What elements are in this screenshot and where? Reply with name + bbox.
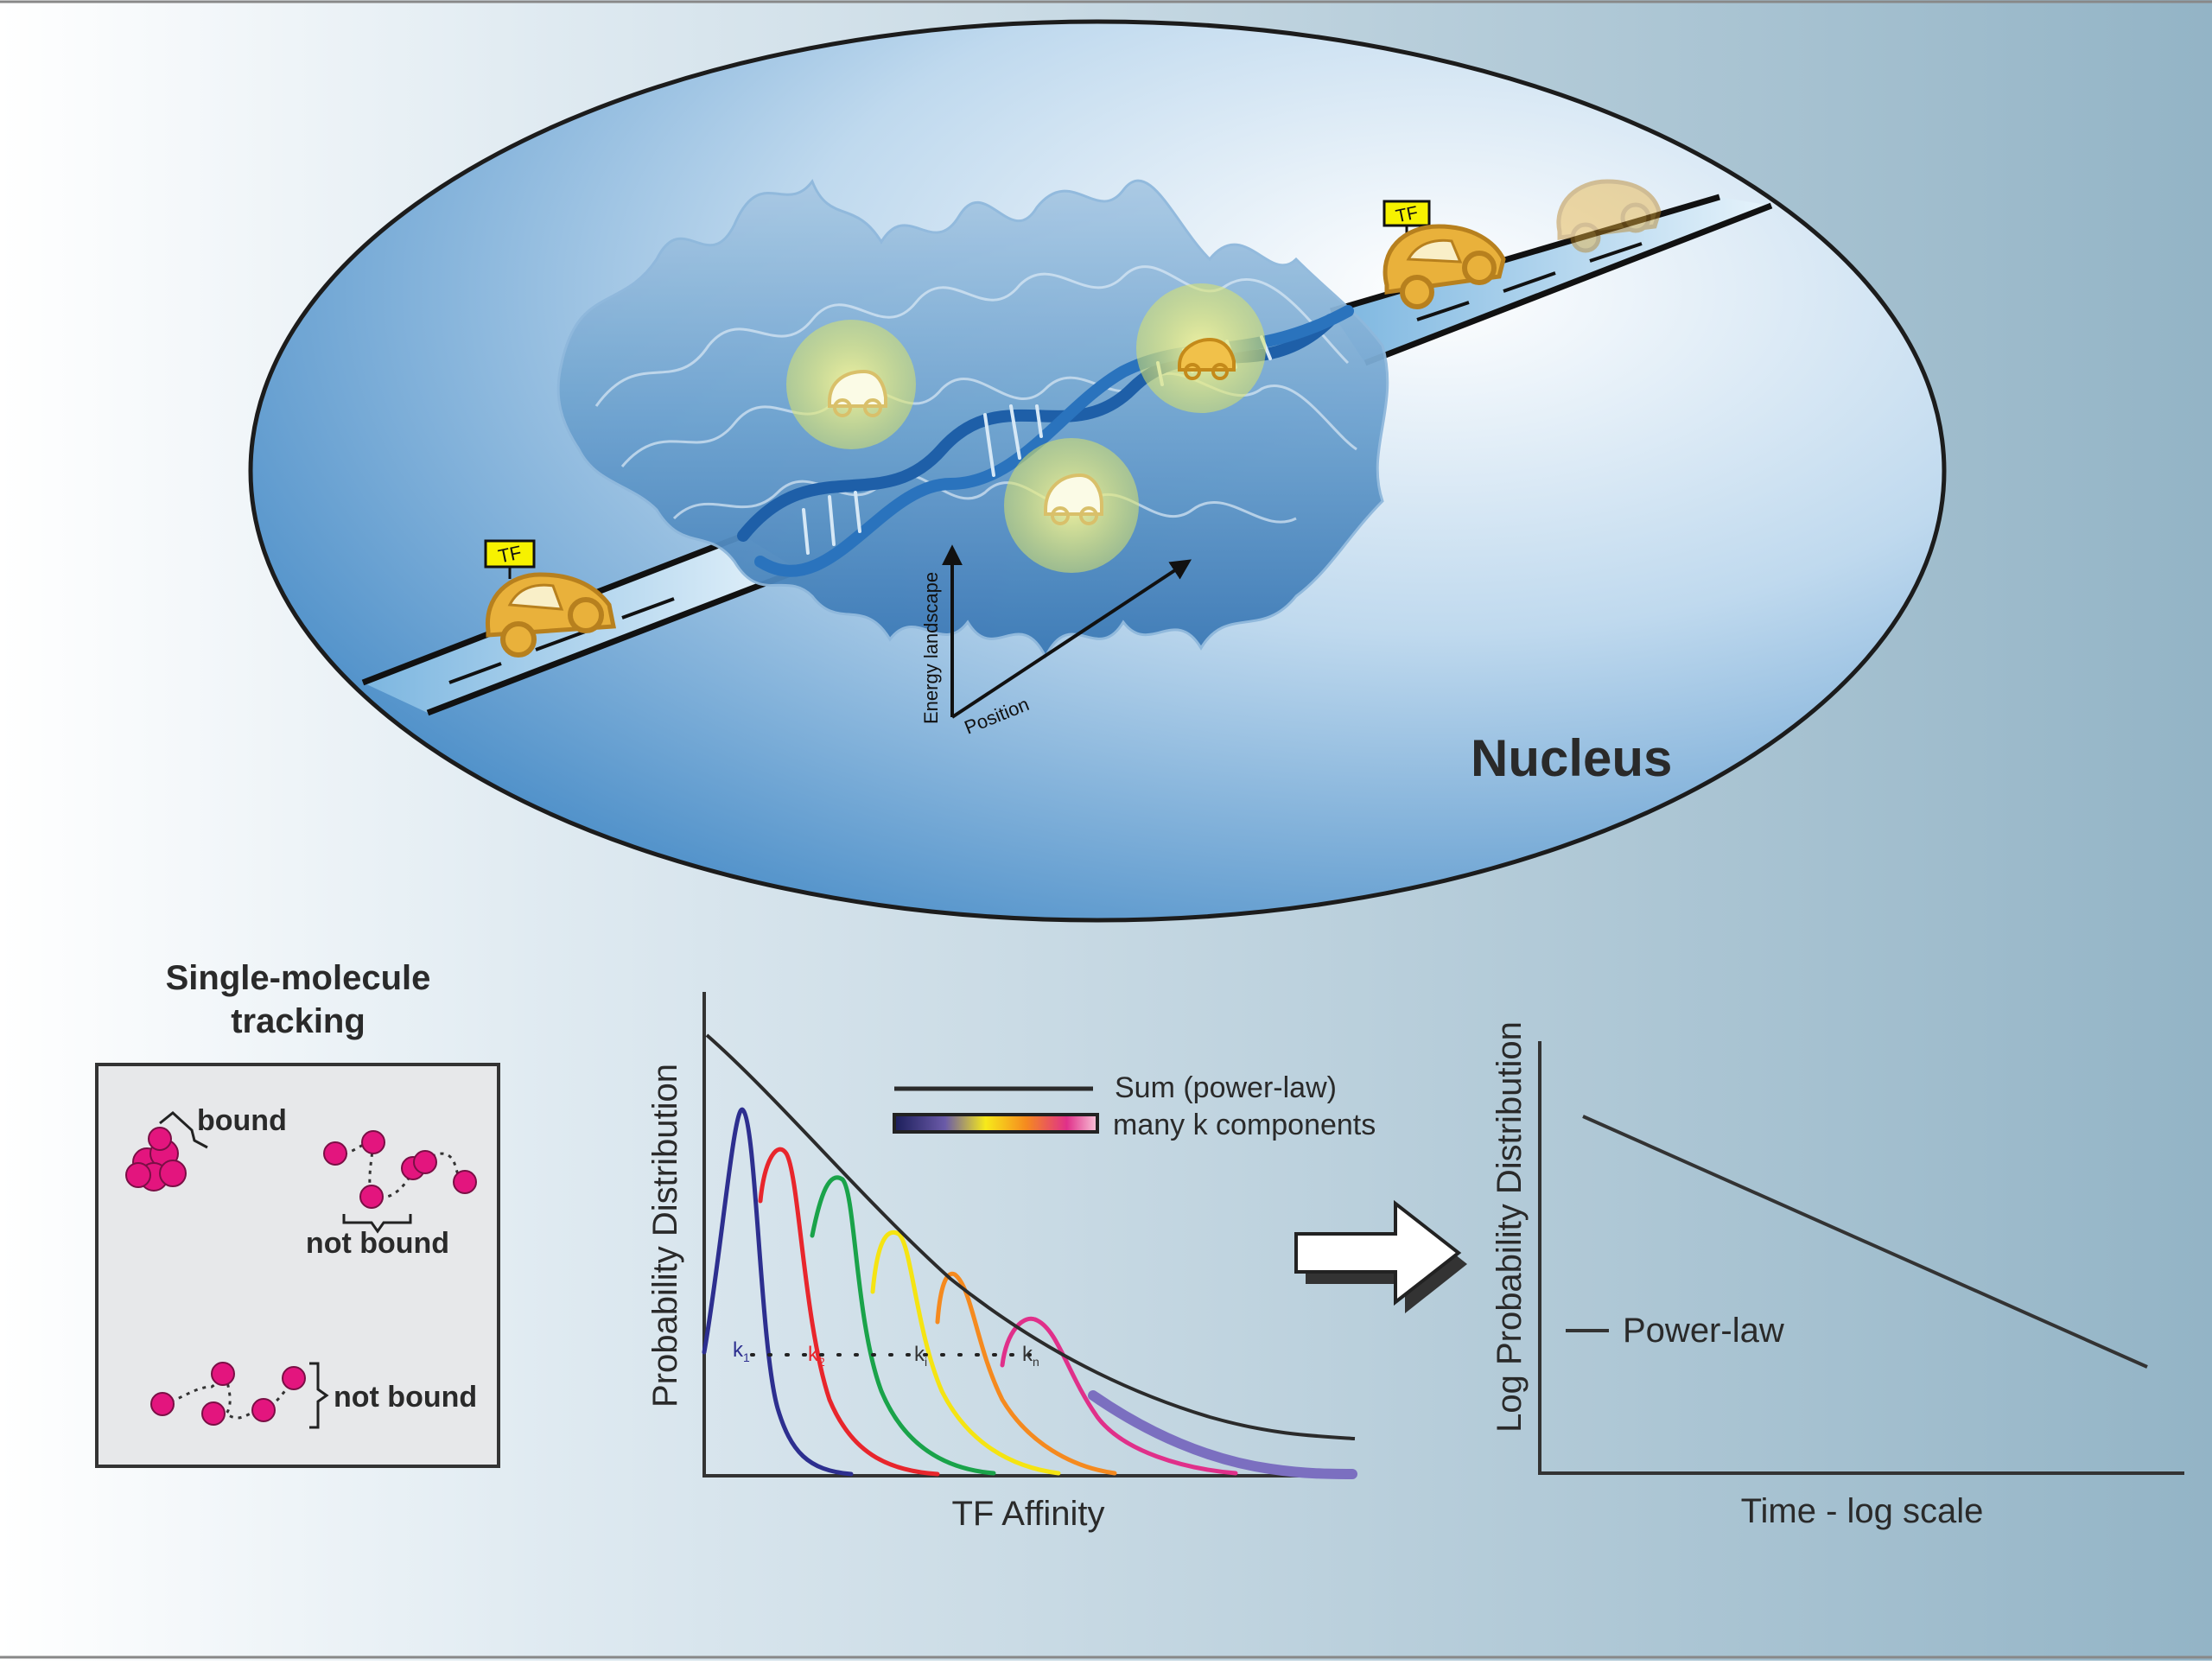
bound-bracket xyxy=(159,1111,208,1149)
energy-axis-label: Energy landscape xyxy=(920,572,942,724)
component-curve-6 xyxy=(1000,1316,1238,1476)
ki-label: ki xyxy=(914,1343,927,1369)
car-icon xyxy=(1178,337,1236,380)
affinity-plot: Probability Distribution TF Affinity k1 … xyxy=(646,992,1376,1533)
binding-site-2 xyxy=(1136,283,1266,413)
not-bound-label-2: not bound xyxy=(334,1381,477,1414)
k1-label: k1 xyxy=(733,1338,750,1364)
legend-components-label: many k components xyxy=(1113,1109,1376,1141)
right-arrow-icon xyxy=(1294,1199,1467,1313)
track-1 xyxy=(323,1130,477,1209)
tf-sign xyxy=(1382,200,1431,227)
not-bound-bracket-1 xyxy=(342,1214,412,1234)
tf-car-faded xyxy=(1556,179,1662,253)
dna-road-right xyxy=(1330,194,1773,366)
component-curve-3 xyxy=(810,1175,996,1476)
k2-label: k2 xyxy=(808,1343,825,1369)
sum-power-law-curve xyxy=(705,1033,1356,1440)
component-curves xyxy=(702,1107,1357,1479)
tf-car-left: TF xyxy=(484,539,617,658)
not-bound-label-1: not bound xyxy=(306,1227,449,1260)
nucleus-title: Nucleus xyxy=(1471,729,1672,787)
loglog-y-label: Log Probability Distribution xyxy=(1491,1021,1529,1433)
affinity-y-label: Probability Distribution xyxy=(646,1064,684,1408)
tf-sign-label: TF xyxy=(1394,203,1420,227)
track-2 xyxy=(150,1362,306,1426)
kn-label: kn xyxy=(1022,1343,1039,1369)
bound-label: bound xyxy=(197,1104,287,1137)
tracking-panel: Single-molecule tracking bound not bound xyxy=(95,959,500,1468)
component-curve-2 xyxy=(758,1147,940,1477)
nucleus-group: TF TF Energy landscape Position xyxy=(248,19,1947,923)
binding-site-1 xyxy=(786,320,916,449)
loglog-x-label: Time - log scale xyxy=(1741,1492,1984,1530)
affinity-x-label: TF Affinity xyxy=(951,1495,1104,1533)
binding-site-3 xyxy=(1004,438,1139,573)
tf-sign xyxy=(484,539,536,569)
loglog-plot: Log Probability Distribution Time - log … xyxy=(1491,1021,2184,1530)
not-bound-bracket-2 xyxy=(309,1362,329,1429)
component-curve-1 xyxy=(702,1107,854,1477)
legend-components-swatch xyxy=(893,1113,1099,1134)
component-curve-4 xyxy=(870,1230,1061,1476)
legend-power-law-label: Power-law xyxy=(1623,1312,1784,1350)
legend-sum-label: Sum (power-law) xyxy=(1115,1071,1337,1104)
power-law-line xyxy=(1582,1115,2148,1369)
position-axis-line xyxy=(950,559,1192,719)
component-curve-tail xyxy=(1088,1390,1357,1479)
tf-sign-label: TF xyxy=(496,541,524,567)
component-curve-5 xyxy=(935,1271,1117,1476)
tracking-title-line1: Single-molecule xyxy=(166,959,431,997)
car-icon xyxy=(1044,473,1103,525)
bound-cluster xyxy=(125,1127,187,1192)
car-icon xyxy=(828,369,887,417)
tf-car-right: TF xyxy=(1382,200,1506,309)
tracking-title-line2: tracking xyxy=(231,1002,365,1040)
